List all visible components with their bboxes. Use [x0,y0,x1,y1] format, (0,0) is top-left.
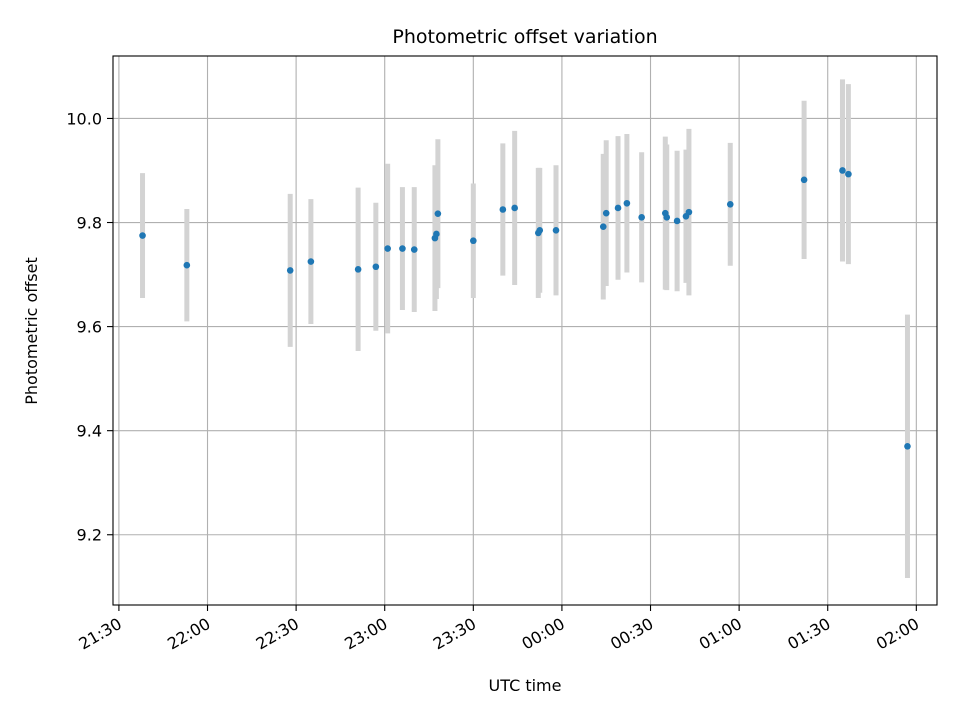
grid-lines [113,56,937,605]
data-point [372,263,380,271]
data-point [845,170,852,178]
data-point [307,258,315,265]
data-point [904,442,911,450]
data-point [614,204,622,212]
data-point [552,227,560,234]
data-point [839,167,846,174]
y-axis-title: Photometric offset [22,257,41,405]
y-tick-label: 9.4 [77,422,102,441]
data-point [599,223,607,230]
data-point [384,245,391,252]
data-point [726,201,734,208]
data-point [183,261,191,269]
y-axis-ticks: 9.2 9.4 9.6 9.8 10.0 [66,109,113,545]
data-point [470,237,477,245]
data-point [354,266,362,273]
data-point [638,214,645,221]
data-point [685,208,693,216]
data-point [286,267,294,274]
data-point [499,206,507,213]
y-tick-label: 9.2 [77,526,102,545]
data-point [536,227,544,234]
data-point [602,209,610,217]
y-tick-label: 9.8 [77,214,102,233]
data-points [139,167,911,450]
data-point [511,204,518,212]
data-point [800,176,808,184]
chart-title: Photometric offset variation [392,26,657,48]
data-point [434,210,442,217]
data-point [663,214,671,221]
plot-frame [112,55,938,606]
data-point [623,199,631,207]
x-axis-title: UTC time [489,676,562,695]
data-point [410,246,418,253]
y-tick-label: 10.0 [66,109,102,128]
y-tick-label: 9.6 [77,318,102,337]
data-point [433,230,440,238]
data-point [399,245,406,252]
data-point [139,232,146,239]
data-point [673,217,681,225]
